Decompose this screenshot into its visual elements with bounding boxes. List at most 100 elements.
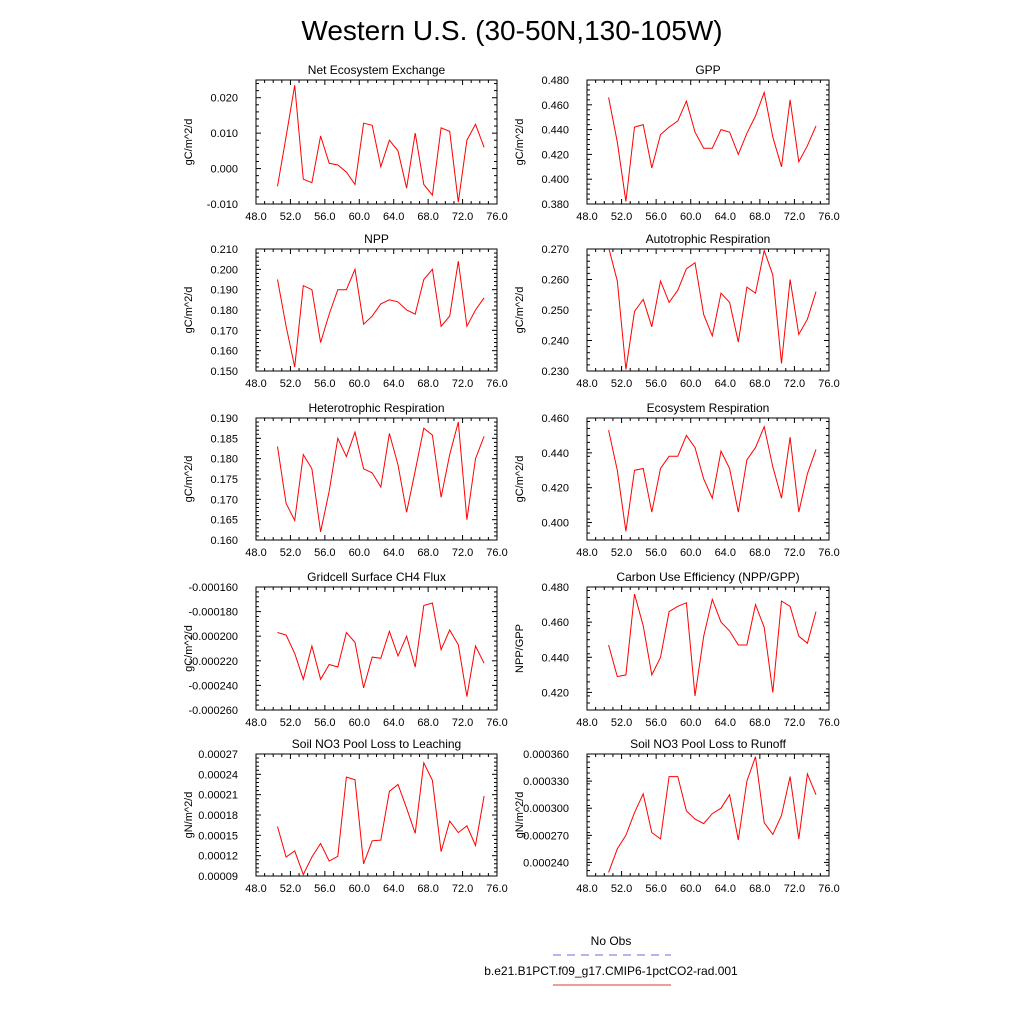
x-tick-label: 68.0 — [417, 211, 438, 223]
x-tick-label: 56.0 — [645, 883, 666, 895]
x-tick-label: 64.0 — [715, 378, 736, 390]
y-tick-label: -0.000160 — [188, 582, 238, 594]
panel-5: Ecosystem Respiration gC/m^2/d 48.0 52.0 56.… — [514, 401, 840, 559]
x-tick-label: 76.0 — [818, 378, 839, 390]
x-tick-label: 72.0 — [452, 717, 473, 729]
figure-title: Western U.S. (30-50N,130-105W) — [301, 15, 722, 46]
x-tick-label: 48.0 — [576, 211, 597, 223]
y-tick-label: 0.420 — [541, 687, 569, 699]
x-tick-label: 76.0 — [486, 211, 507, 223]
y-axis-label: gN/m^2/d — [183, 792, 195, 839]
x-tick-label: 60.0 — [349, 717, 370, 729]
y-tick-label: 0.150 — [210, 366, 238, 378]
y-axis-label: gC/m^2/d — [183, 119, 195, 166]
x-tick-label: 52.0 — [611, 883, 632, 895]
x-tick-label: 60.0 — [680, 883, 701, 895]
x-tick-label: 60.0 — [349, 547, 370, 559]
y-tick-label: -0.000220 — [188, 656, 238, 668]
y-axis-label: gC/m^2/d — [183, 287, 195, 334]
y-tick-label: 0.010 — [210, 128, 238, 140]
x-tick-label: 52.0 — [280, 883, 301, 895]
x-tick-label: 52.0 — [280, 547, 301, 559]
panel-title: Ecosystem Respiration — [647, 401, 770, 415]
y-tick-label: 0.480 — [541, 75, 569, 87]
panel-title: Net Ecosystem Exchange — [308, 63, 446, 77]
x-tick-label: 48.0 — [245, 717, 266, 729]
x-tick-label: 60.0 — [349, 211, 370, 223]
y-tick-label: 0.260 — [541, 275, 569, 287]
y-axis-label: gC/m^2/d — [514, 287, 526, 334]
legend: No Obs b.e21.B1PCT.f09_g17.CMIP6-1pctCO2… — [484, 934, 738, 986]
y-axis-label: gC/m^2/d — [183, 456, 195, 503]
series-line — [277, 85, 485, 203]
series-line — [608, 593, 817, 696]
y-tick-label: 0.420 — [541, 483, 569, 495]
x-tick-label: 56.0 — [314, 883, 335, 895]
x-tick-label: 76.0 — [486, 378, 507, 390]
y-tick-label: 0.00015 — [198, 830, 238, 842]
y-tick-label: 0.460 — [541, 413, 569, 425]
panel-title: Soil NO3 Pool Loss to Leaching — [292, 737, 461, 751]
panel-2: NPP gC/m^2/d 48.0 52.0 56.0 60.0 64.0 68.0 72.0 7… — [183, 232, 508, 390]
x-tick-label: 64.0 — [715, 717, 736, 729]
x-tick-label: 52.0 — [280, 378, 301, 390]
y-tick-label: 0.200 — [210, 264, 238, 276]
x-tick-label: 60.0 — [680, 547, 701, 559]
y-tick-label: 0.00027 — [198, 749, 238, 761]
y-tick-label: 0.000360 — [523, 749, 569, 761]
x-tick-label: 68.0 — [749, 547, 770, 559]
x-tick-label: 52.0 — [611, 547, 632, 559]
y-tick-label: 0.00018 — [198, 810, 238, 822]
x-tick-label: 56.0 — [645, 211, 666, 223]
y-tick-label: 0.440 — [541, 448, 569, 460]
x-tick-label: 72.0 — [452, 547, 473, 559]
y-tick-label: 0.00024 — [198, 769, 238, 781]
y-axis-label: gC/m^2/d — [183, 625, 195, 672]
x-tick-label: 56.0 — [645, 547, 666, 559]
panel-6: Gridcell Surface CH4 Flux gC/m^2/d 48.0 52.… — [183, 570, 508, 729]
y-tick-label: 0.180 — [210, 454, 238, 466]
panel-title: NPP — [364, 232, 389, 246]
x-tick-label: 64.0 — [383, 211, 404, 223]
y-tick-label: 0.00021 — [198, 790, 238, 802]
y-tick-label: 0.210 — [210, 244, 238, 256]
x-tick-label: 60.0 — [349, 883, 370, 895]
panel-title: Gridcell Surface CH4 Flux — [307, 570, 446, 584]
y-axis-label: gC/m^2/d — [514, 456, 526, 503]
panel-1: GPP gC/m^2/d 48.0 52.0 56.0 60.0 64.0 68.0 72.0 7… — [514, 63, 840, 223]
y-tick-label: -0.000260 — [188, 705, 238, 717]
y-tick-label: 0.175 — [210, 474, 238, 486]
y-tick-label: 0.165 — [210, 515, 238, 527]
panel-title: Heterotrophic Respiration — [308, 401, 444, 415]
x-tick-label: 64.0 — [715, 211, 736, 223]
y-tick-label: 0.00009 — [198, 871, 238, 883]
x-tick-label: 72.0 — [784, 883, 805, 895]
x-tick-label: 64.0 — [383, 717, 404, 729]
x-tick-label: 56.0 — [645, 378, 666, 390]
x-tick-label: 68.0 — [417, 378, 438, 390]
y-axis-label: NPP/GPP — [514, 624, 526, 673]
y-axis-label: gN/m^2/d — [514, 792, 526, 839]
y-tick-label: -0.000200 — [188, 631, 238, 643]
x-tick-label: 68.0 — [417, 547, 438, 559]
y-tick-label: 0.180 — [210, 305, 238, 317]
x-tick-label: 72.0 — [784, 211, 805, 223]
plot-frame — [255, 753, 498, 877]
plot-frame — [586, 248, 830, 372]
x-tick-label: 64.0 — [383, 883, 404, 895]
x-tick-label: 76.0 — [486, 547, 507, 559]
y-tick-label: 0.000240 — [523, 857, 569, 869]
plot-frame — [586, 417, 830, 541]
x-tick-label: 72.0 — [452, 883, 473, 895]
series-line — [277, 261, 485, 368]
plot-frame — [255, 417, 498, 541]
plot-frame — [586, 753, 830, 877]
x-tick-label: 68.0 — [749, 717, 770, 729]
panels: Net Ecosystem Exchange gC/m^2/d 48.0 52.0 56… — [183, 63, 840, 895]
x-tick-label: 56.0 — [645, 717, 666, 729]
y-tick-label: -0.010 — [207, 199, 238, 211]
y-tick-label: 0.000330 — [523, 776, 569, 788]
x-tick-label: 48.0 — [576, 378, 597, 390]
panel-title: GPP — [695, 63, 720, 77]
series-line — [277, 421, 485, 533]
